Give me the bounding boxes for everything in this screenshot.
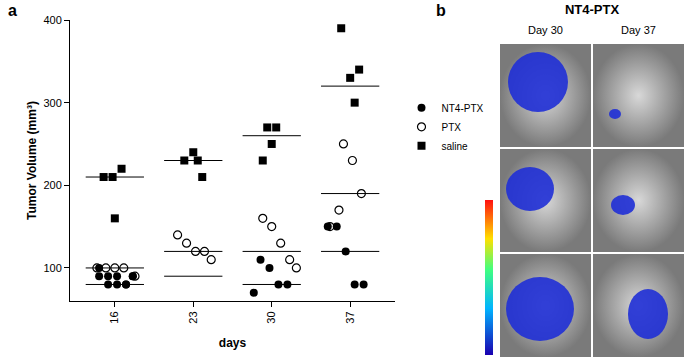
- svg-text:Day 30: Day 30: [528, 24, 563, 36]
- svg-text:Tumor Volume (mm³): Tumor Volume (mm³): [25, 101, 39, 220]
- svg-text:16: 16: [108, 311, 120, 323]
- svg-text:200: 200: [43, 179, 61, 191]
- svg-text:NT4-PTX: NT4-PTX: [442, 103, 484, 114]
- html-text:a: a: [8, 2, 17, 19]
- svg-text:400: 400: [43, 14, 61, 26]
- svg-text:100: 100: [43, 262, 61, 274]
- svg-text:23: 23: [187, 311, 199, 323]
- svg-text:Day 37: Day 37: [621, 24, 656, 36]
- svg-text:NT4-PTX: NT4-PTX: [565, 2, 620, 17]
- svg-text:37: 37: [344, 311, 356, 323]
- svg-text:PTX: PTX: [442, 122, 462, 133]
- svg-text:saline: saline: [442, 141, 469, 152]
- svg-text:300: 300: [43, 97, 61, 109]
- svg-text:b: b: [436, 2, 446, 19]
- svg-text:30: 30: [265, 311, 277, 323]
- svg-text:days: days: [219, 336, 247, 350]
